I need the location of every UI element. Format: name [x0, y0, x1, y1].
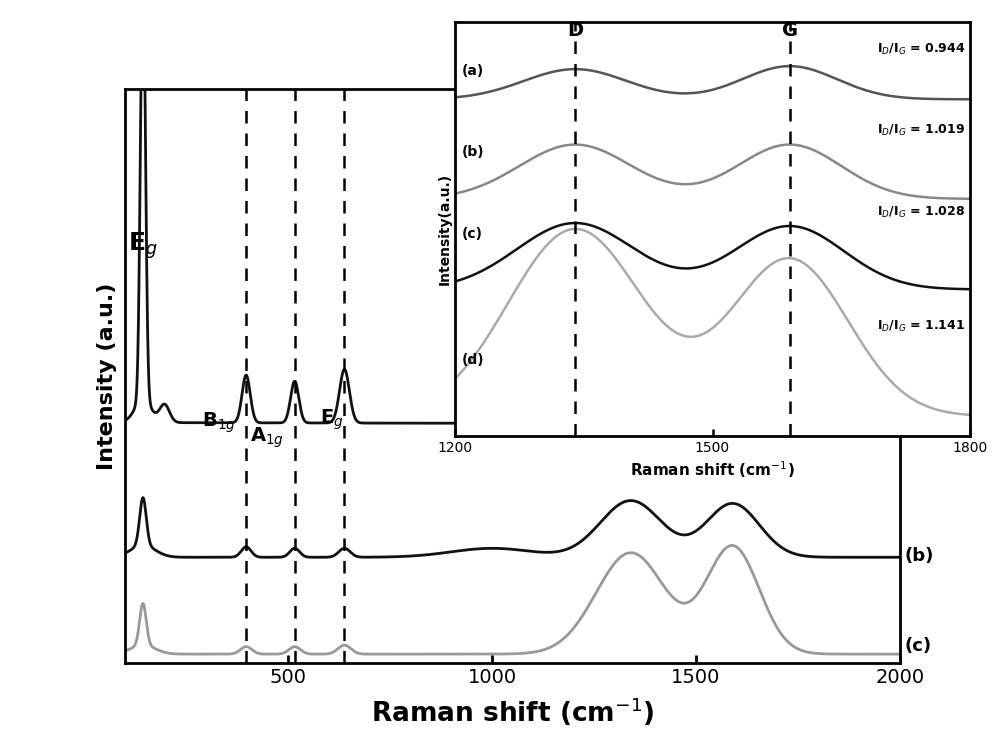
Text: (a): (a): [904, 413, 933, 431]
Text: (c): (c): [462, 226, 483, 241]
Text: (d): (d): [462, 353, 484, 367]
Text: B$_{1g}$: B$_{1g}$: [202, 410, 236, 435]
Text: (b): (b): [904, 547, 933, 565]
Text: A$_{1g}$: A$_{1g}$: [250, 425, 284, 450]
Text: I$_D$/I$_G$ = 0.944: I$_D$/I$_G$ = 0.944: [877, 42, 966, 57]
Text: (b): (b): [462, 145, 484, 159]
Text: (a): (a): [462, 63, 484, 77]
Text: I$_D$/I$_G$ = 1.028: I$_D$/I$_G$ = 1.028: [877, 205, 966, 220]
Text: (c): (c): [904, 637, 931, 655]
Y-axis label: Intensity(a.u.): Intensity(a.u.): [438, 173, 452, 285]
X-axis label: Raman shift (cm$^{-1}$): Raman shift (cm$^{-1}$): [630, 459, 795, 480]
Y-axis label: Intensity (a.u.): Intensity (a.u.): [97, 282, 117, 470]
Text: E$_g$: E$_g$: [128, 230, 158, 261]
Text: G: G: [782, 22, 798, 40]
Text: D: D: [567, 22, 583, 40]
Text: E$_g$: E$_g$: [320, 408, 343, 432]
X-axis label: Raman shift (cm$^{-1}$): Raman shift (cm$^{-1}$): [371, 695, 654, 728]
Text: I$_D$/I$_G$ = 1.019: I$_D$/I$_G$ = 1.019: [877, 123, 966, 138]
Text: I$_D$/I$_G$ = 1.141: I$_D$/I$_G$ = 1.141: [877, 319, 966, 335]
